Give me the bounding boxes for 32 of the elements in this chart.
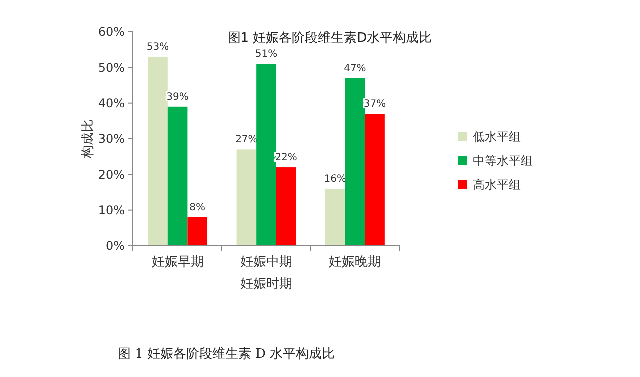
bar <box>365 114 385 246</box>
bar <box>325 188 346 246</box>
caption: 图 1 妊娠各阶段维生素 D 水平构成比 <box>118 347 336 362</box>
data-label: 51% <box>255 49 278 60</box>
data-label: 8% <box>190 202 206 214</box>
y-tick-label: 10% <box>98 204 125 218</box>
bar <box>188 217 208 246</box>
bar <box>168 106 188 246</box>
bar <box>236 150 257 246</box>
x-axis-title: 妊娠时期 <box>240 277 292 292</box>
x-tick-label: 妊娠早期 <box>152 255 204 270</box>
legend-label: 中等水平组 <box>473 154 533 168</box>
y-axis-title: 构成比 <box>81 120 96 160</box>
data-label: 47% <box>344 63 366 74</box>
y-tick-label: 30% <box>98 132 125 146</box>
data-label: 53% <box>146 42 170 53</box>
legend-label: 低水平组 <box>473 130 521 144</box>
y-tick-label: 60% <box>98 25 125 40</box>
chart-title: 图1 妊娠各阶段维生素D水平构成比 <box>228 31 432 46</box>
bar <box>256 64 276 246</box>
bar <box>148 56 168 246</box>
bar <box>276 168 296 246</box>
legend-label: 高水平组 <box>473 178 521 192</box>
x-tick-label: 妊娠晚期 <box>329 255 382 270</box>
x-tick-label: 妊娠中期 <box>240 255 292 270</box>
y-tick-label: 20% <box>98 168 125 182</box>
y-tick-label: 0% <box>106 239 125 254</box>
y-tick-label: 50% <box>98 60 125 75</box>
bar <box>345 78 366 246</box>
data-label: 39% <box>166 92 189 103</box>
y-tick-label: 40% <box>98 96 125 111</box>
data-label: 16% <box>324 174 347 185</box>
